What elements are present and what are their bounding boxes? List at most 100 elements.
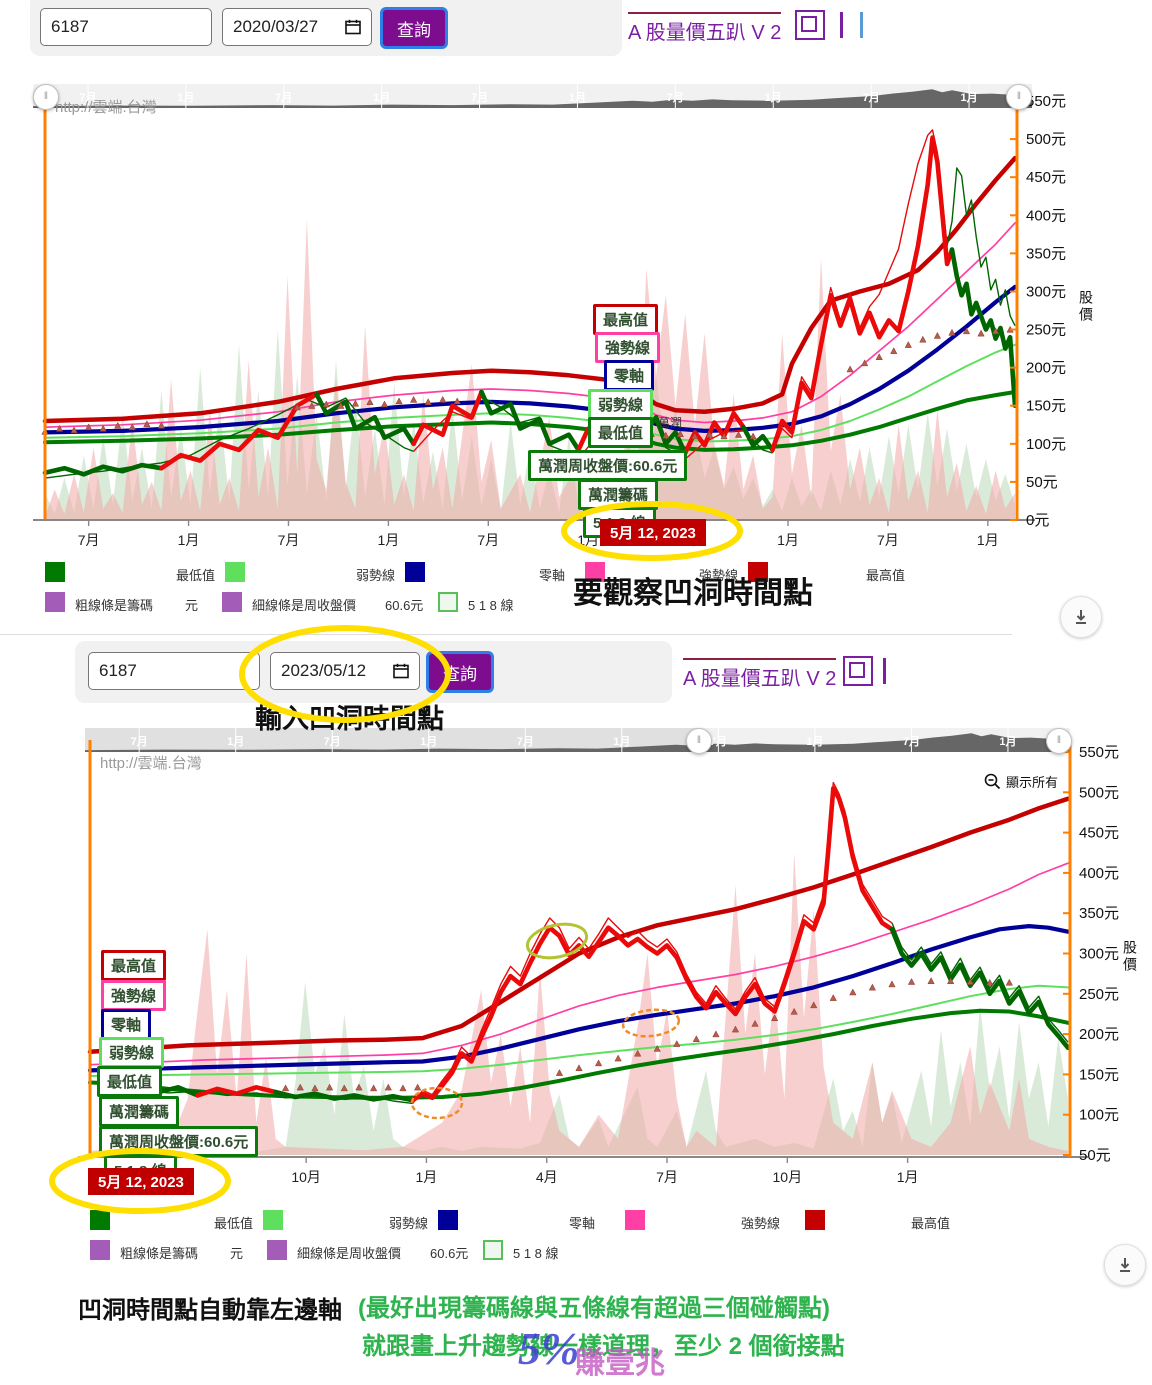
- app-version-link-1[interactable]: A 股量價五趴 V 2: [628, 12, 782, 45]
- nav-month-label: 1月: [568, 92, 587, 104]
- legend-label-unit: 元: [184, 598, 198, 613]
- legend-swatch-chip: [90, 1240, 110, 1260]
- nav-month-label: 7月: [275, 92, 293, 104]
- cursor-bar: [860, 12, 863, 38]
- date-value-1: 2020/03/27: [233, 17, 319, 36]
- calendar-icon: [345, 19, 361, 35]
- legend-swatch-high: [748, 562, 768, 582]
- legend-swatch-518: [438, 592, 458, 612]
- nav-month-label: 1月: [806, 736, 824, 748]
- legend-swatch-weak: [263, 1210, 283, 1230]
- y-tick-label: 300元: [1079, 946, 1119, 963]
- download-icon: [1120, 1258, 1130, 1272]
- y-tick-label: 200元: [1079, 1026, 1119, 1043]
- y-tick-label: 500元: [1026, 131, 1066, 148]
- y-tick-label: 550元: [1026, 93, 1066, 110]
- note-auto-left: 凹洞時間點自動靠左邊軸: [78, 1297, 342, 1324]
- app-checkbox-1[interactable]: [795, 10, 825, 40]
- nav-month-label: 1月: [999, 736, 1017, 748]
- y-tick-label: 50元: [1026, 474, 1058, 491]
- note-green-2: 就跟畫上升趨勢線一樣道理，至少 2 個銜接點: [362, 1333, 845, 1360]
- y-tick-label: 150元: [1079, 1066, 1119, 1083]
- legend-swatch-zero: [438, 1210, 458, 1230]
- query-button-1[interactable]: 查詢: [380, 7, 448, 49]
- label-chip-2: 萬潤籌碼: [99, 1096, 180, 1127]
- legend-swatch-low: [90, 1210, 110, 1230]
- watermark-url-1: http://雲端.台灣: [55, 99, 157, 116]
- nav-right-handle-2[interactable]: ‖: [1046, 728, 1072, 754]
- legend-label-price: 60.6元: [385, 598, 424, 613]
- download-button-2[interactable]: [1104, 1244, 1146, 1286]
- x-tick-label: 10月: [291, 1169, 321, 1185]
- app-version-link-2[interactable]: A 股量價五趴 V 2: [683, 658, 837, 691]
- query-button-2[interactable]: 查詢: [426, 651, 494, 693]
- legend-label-low: 最低值: [213, 1216, 253, 1231]
- drag-handle-icon: ‖: [696, 735, 702, 746]
- y-tick-label: 500元: [1079, 784, 1119, 801]
- legend-label-unit: 元: [229, 1246, 243, 1261]
- x-tick-label: 1月: [415, 1169, 438, 1185]
- nav-left-handle-2[interactable]: ‖: [686, 728, 712, 754]
- nav-month-label: 1月: [960, 92, 978, 104]
- brand-text-watermark: 賺壹兆: [575, 1347, 665, 1380]
- nav-right-handle-1[interactable]: ‖: [1006, 84, 1032, 110]
- app-checkbox-2[interactable]: [843, 656, 873, 686]
- y-tick-label: 250元: [1026, 322, 1066, 339]
- zoom-out-icon: [984, 773, 1001, 790]
- y-tick-label: 100元: [1079, 1107, 1119, 1124]
- nav-month-label: 7月: [709, 736, 727, 748]
- label-strong-2: 強勢線: [101, 980, 167, 1011]
- label-zero-1: 零軸: [604, 360, 655, 391]
- legend-swatch-high: [805, 1210, 825, 1230]
- checkbox-glyph-icon: [849, 662, 865, 678]
- legend-swatch-518: [483, 1240, 503, 1260]
- legend-swatch-zero: [405, 562, 425, 582]
- x-tick-label: 7月: [277, 532, 300, 548]
- stock-code-input-2[interactable]: [88, 652, 260, 690]
- legend-label-weekly: 細線條是周收盤價: [252, 598, 357, 613]
- label-weak-2: 弱勢線: [99, 1037, 165, 1068]
- show-all-control[interactable]: 顯示所有: [984, 772, 1058, 791]
- checkbox-glyph-icon: [801, 16, 817, 32]
- show-all-label: 顯示所有: [1006, 775, 1059, 790]
- nav-month-label: 1月: [613, 736, 631, 748]
- date-input-1[interactable]: 2020/03/27: [222, 8, 372, 46]
- drag-handle-icon: ‖: [43, 91, 49, 102]
- date-input-2[interactable]: 2023/05/12: [270, 652, 420, 690]
- label-weak-1: 弱勢線: [588, 389, 654, 420]
- x-tick-label: 1月: [896, 1169, 919, 1185]
- separator-bar: [840, 12, 843, 38]
- note-input-pit: 輸入凹洞時間點: [255, 704, 444, 734]
- date-flag-2: 5月 12, 2023: [88, 1168, 194, 1195]
- legend-label-low: 最低值: [175, 568, 215, 583]
- legend-swatch-strong: [585, 562, 605, 582]
- legend-swatch-weak: [225, 562, 245, 582]
- legend-label-chip: 粗線條是籌碼: [120, 1246, 199, 1261]
- nav-month-label: 1月: [227, 736, 245, 748]
- nav-month-label: 7月: [902, 736, 920, 748]
- label-low-2: 最低值: [97, 1066, 163, 1097]
- download-button-1[interactable]: [1060, 596, 1102, 638]
- annotation-ellipse: [525, 922, 589, 960]
- legend-label-zero: 零軸: [538, 568, 565, 583]
- annotation-ellipse: [621, 1008, 681, 1038]
- y-tick-label: 50元: [1079, 1147, 1111, 1164]
- y-axis-title-1: 股價: [1078, 290, 1094, 324]
- legend-label-weak: 弱勢線: [388, 1216, 428, 1231]
- label-low-1: 最低值: [588, 417, 654, 448]
- nav-month-label: 7月: [666, 92, 684, 104]
- stock-code-input-1[interactable]: [40, 8, 212, 46]
- label-high-1: 最高值: [593, 304, 659, 335]
- calendar-icon: [393, 663, 409, 679]
- download-icon: [1076, 610, 1086, 624]
- x-tick-label: 7月: [877, 532, 899, 548]
- x-tick-label: 1月: [177, 532, 200, 548]
- nav-month-label: 1月: [373, 92, 391, 104]
- legend-swatch-chip: [45, 592, 65, 612]
- y-tick-label: 100元: [1026, 436, 1066, 453]
- legend-label-weekly: 細線條是周收盤價: [297, 1246, 402, 1261]
- nav-left-handle-1[interactable]: ‖: [33, 84, 59, 110]
- nav-month-label: 1月: [764, 92, 782, 104]
- section-divider: [0, 634, 1012, 635]
